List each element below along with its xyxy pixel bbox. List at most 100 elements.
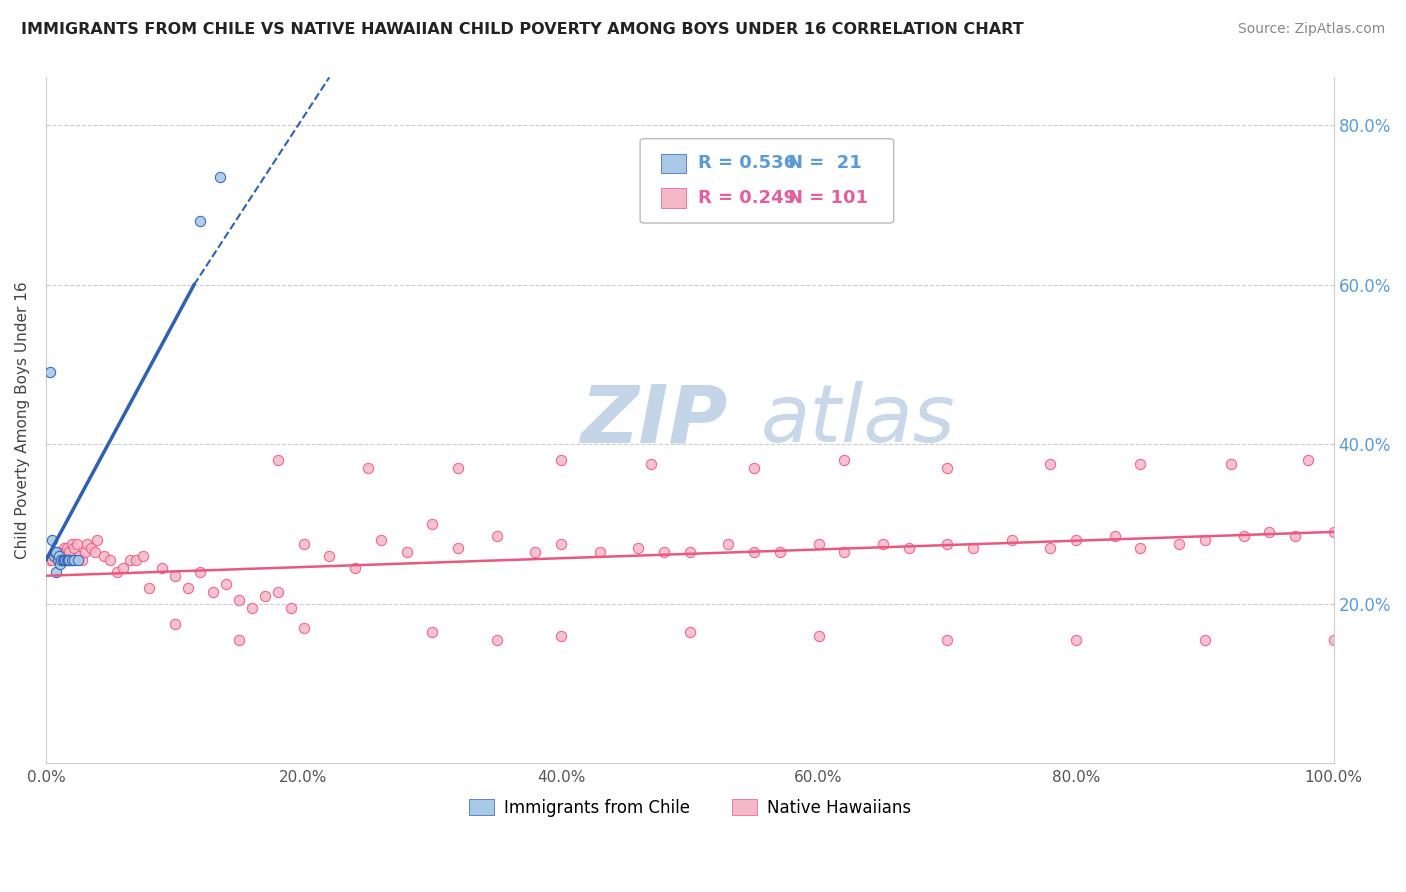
Point [63, 541, 86, 555]
Point [76, 537, 98, 551]
Point [44, 545, 66, 559]
Point [190, 214, 212, 228]
Point [550, 537, 572, 551]
Point [46, 553, 69, 567]
Point [420, 516, 443, 531]
Point [1284, 529, 1306, 543]
Point [550, 453, 572, 467]
Text: R = 0.536: R = 0.536 [697, 154, 796, 172]
Point [717, 537, 740, 551]
Legend: Immigrants from Chile, Native Hawaiians: Immigrants from Chile, Native Hawaiians [463, 792, 917, 823]
Point [395, 545, 418, 559]
Point [105, 565, 128, 579]
Point [56, 553, 79, 567]
Point [280, 600, 302, 615]
Point [55, 553, 77, 567]
Point [1258, 524, 1281, 539]
Point [1194, 632, 1216, 647]
Point [93, 549, 115, 563]
Point [58, 545, 80, 559]
Point [769, 545, 792, 559]
Point [1129, 457, 1152, 471]
Y-axis label: Child Poverty Among Boys Under 16: Child Poverty Among Boys Under 16 [15, 282, 30, 559]
Point [240, 600, 263, 615]
Point [38, 366, 60, 380]
Point [51, 549, 73, 563]
Point [45, 565, 67, 579]
Point [834, 453, 856, 467]
Point [370, 533, 392, 547]
Point [1323, 632, 1346, 647]
Point [627, 541, 650, 555]
Point [550, 629, 572, 643]
Point [834, 545, 856, 559]
Point [49, 557, 72, 571]
Point [292, 537, 315, 551]
Point [52, 553, 75, 567]
Point [67, 553, 90, 567]
Point [51, 553, 73, 567]
Text: atlas: atlas [761, 381, 956, 459]
Point [1168, 537, 1191, 551]
Point [69, 549, 91, 563]
Point [190, 565, 212, 579]
Point [163, 568, 186, 582]
Point [53, 541, 76, 555]
Point [447, 461, 470, 475]
Text: Source: ZipAtlas.com: Source: ZipAtlas.com [1237, 22, 1385, 37]
Point [45, 549, 67, 563]
Point [807, 537, 830, 551]
Point [897, 541, 920, 555]
Point [640, 457, 662, 471]
Point [80, 541, 103, 555]
Point [420, 624, 443, 639]
Text: IMMIGRANTS FROM CHILE VS NATIVE HAWAIIAN CHILD POVERTY AMONG BOYS UNDER 16 CORRE: IMMIGRANTS FROM CHILE VS NATIVE HAWAIIAN… [21, 22, 1024, 37]
Point [1296, 453, 1319, 467]
Point [58, 553, 80, 567]
Text: R = 0.249: R = 0.249 [697, 189, 796, 207]
Point [125, 553, 148, 567]
Point [73, 545, 96, 559]
Point [53, 553, 76, 567]
Point [55, 541, 77, 555]
Point [1219, 457, 1241, 471]
Point [83, 545, 105, 559]
Point [228, 592, 250, 607]
Point [53, 553, 76, 567]
Point [86, 533, 108, 547]
Point [98, 553, 121, 567]
Point [1129, 541, 1152, 555]
Point [1064, 632, 1087, 647]
Point [1323, 524, 1346, 539]
Point [48, 549, 70, 563]
Point [962, 541, 984, 555]
Text: N =  21: N = 21 [787, 154, 862, 172]
Point [742, 461, 765, 475]
Text: N = 101: N = 101 [787, 189, 868, 207]
Point [357, 461, 380, 475]
Point [343, 561, 366, 575]
Point [138, 581, 160, 595]
Point [253, 589, 276, 603]
Point [44, 545, 66, 559]
Point [1194, 533, 1216, 547]
Point [742, 545, 765, 559]
Point [1039, 541, 1062, 555]
Point [447, 541, 470, 555]
Point [49, 545, 72, 559]
Point [1039, 457, 1062, 471]
Point [176, 581, 198, 595]
Point [48, 545, 70, 559]
Point [936, 632, 959, 647]
Point [485, 529, 508, 543]
Point [52, 545, 75, 559]
Point [208, 170, 231, 185]
Point [485, 632, 508, 647]
Point [118, 553, 141, 567]
Point [46, 549, 69, 563]
Point [131, 549, 153, 563]
Point [807, 629, 830, 643]
Point [228, 632, 250, 647]
Point [63, 553, 86, 567]
Point [70, 553, 93, 567]
